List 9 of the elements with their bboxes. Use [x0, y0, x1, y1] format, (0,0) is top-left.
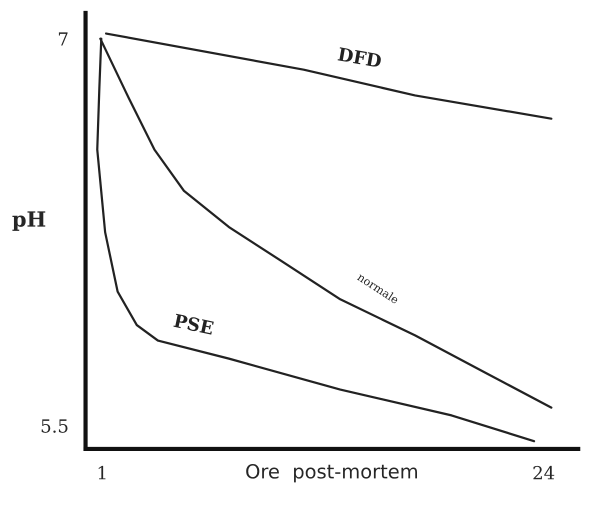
text: PSE [173, 313, 214, 335]
y-tick-label: 7 [58, 32, 68, 46]
text: DFD [338, 47, 382, 68]
y-tick-label: 5.5 [42, 419, 68, 433]
x-axis-title: Ore post-mortem [246, 464, 418, 482]
line-series [104, 32, 552, 120]
y-axis-title: pH [12, 211, 46, 231]
x-tick-label: 1 [98, 466, 106, 480]
x-tick-label: 24 [533, 466, 554, 480]
